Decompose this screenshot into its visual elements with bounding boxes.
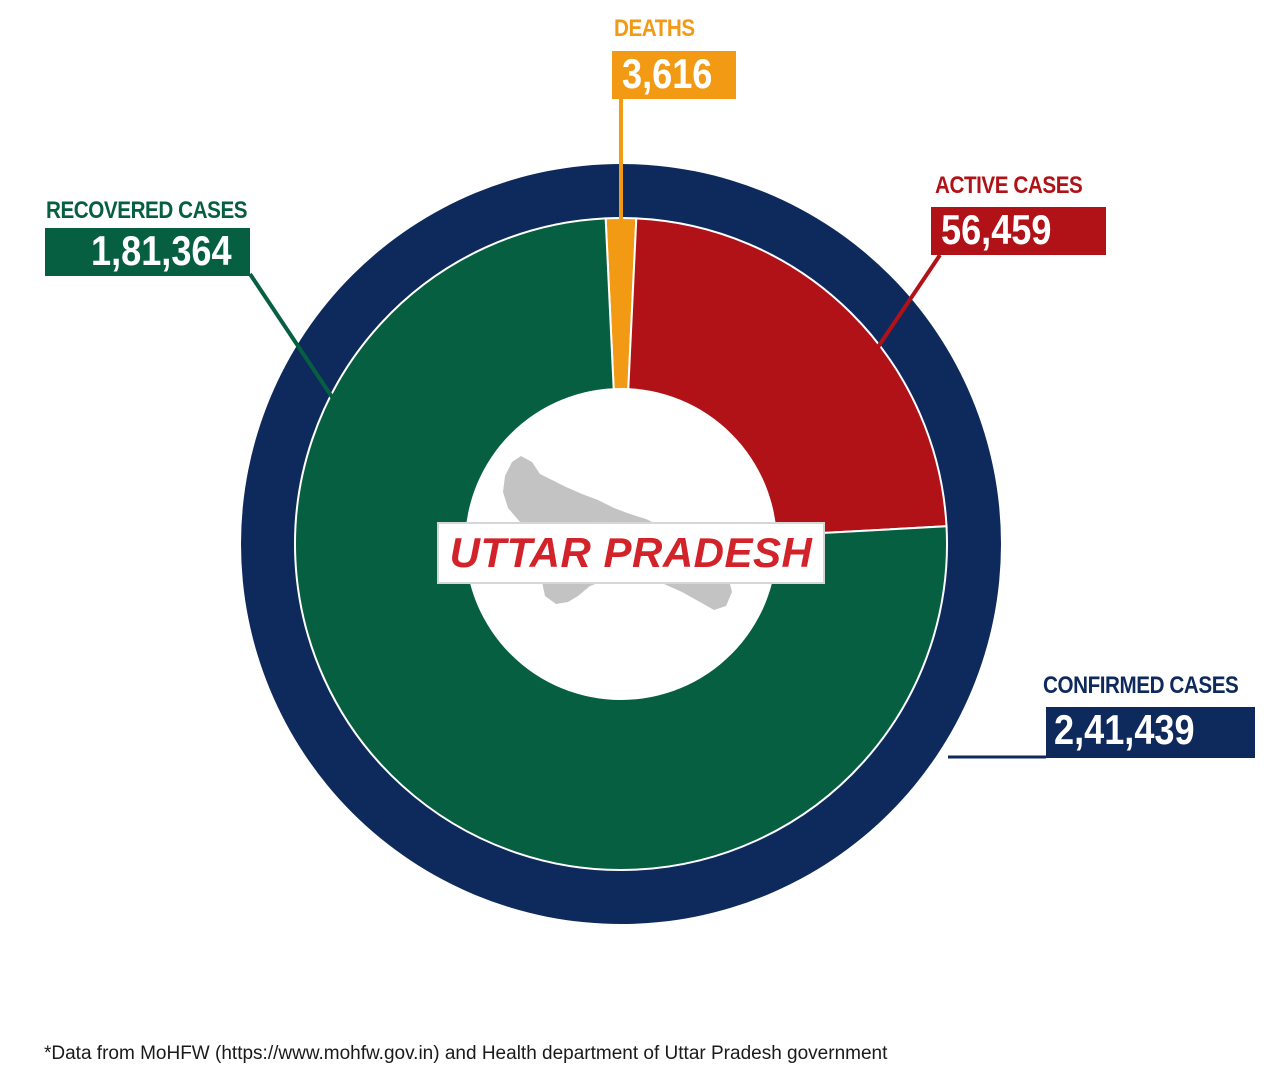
recovered-cases-leader-line [248,272,344,414]
footnote: *Data from MoHFW (https://www.mohfw.gov.… [44,1043,888,1064]
recovered-cases-label: RECOVERED CASES [46,197,248,224]
state-name: UTTAR PRADESH [449,529,813,576]
active-cases-label: ACTIVE CASES [935,172,1083,199]
confirmed-cases-value-box: 2,41,439 [1046,707,1255,758]
active-cases-value: 56,459 [941,207,1052,253]
recovered-cases-value-box: 1,81,364 [45,228,250,276]
deaths-value: 3,616 [622,51,713,97]
recovered-cases-value: 1,81,364 [91,228,232,274]
active-cases-value-box: 56,459 [931,207,1106,255]
state-name-box: UTTAR PRADESH [437,522,825,584]
confirmed-cases-value: 2,41,439 [1054,707,1195,753]
confirmed-cases-label: CONFIRMED CASES [1043,672,1239,699]
deaths-value-box: 3,616 [612,51,736,99]
deaths-label: DEATHS [614,15,695,42]
leader-lines [248,99,1046,759]
active-cases-leader-line [874,253,942,352]
